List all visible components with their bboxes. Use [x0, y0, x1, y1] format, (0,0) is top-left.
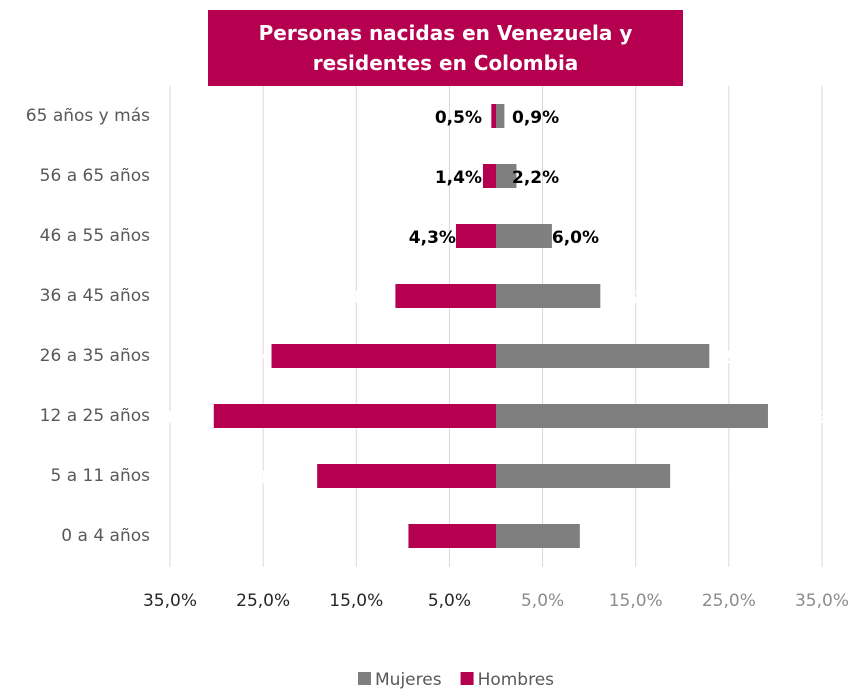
bar [496, 284, 601, 308]
x-tick-label: 35,0% [795, 591, 849, 611]
y-tick-label: 5 a 11 años [50, 466, 150, 486]
legend-label: Hombres [478, 670, 555, 690]
data-label: 0,5% [435, 108, 482, 128]
y-tick-label: 0 a 4 años [61, 526, 150, 546]
bar [455, 224, 496, 248]
data-label: 9,0% [580, 528, 627, 548]
data-label: 0,9% [512, 108, 559, 128]
bar [271, 344, 496, 368]
bar [395, 284, 496, 308]
data-label: 10,8% [336, 288, 395, 308]
x-tick-label: 25,0% [236, 591, 290, 611]
y-tick-label: 46 a 55 años [40, 226, 150, 246]
bar [496, 344, 710, 368]
bar [408, 524, 496, 548]
x-tick-label: 15,0% [329, 591, 383, 611]
bar [496, 224, 552, 248]
data-label: 18,7% [670, 468, 729, 488]
y-tick-label: 65 años y más [26, 106, 150, 126]
legend-label: Mujeres [375, 670, 442, 690]
bar [491, 104, 496, 128]
bar [496, 104, 505, 128]
y-tick-label: 26 a 35 años [40, 346, 150, 366]
data-label: 30,3% [155, 408, 214, 428]
bar [496, 404, 768, 428]
bar [496, 464, 671, 488]
data-label: 6,0% [552, 228, 599, 248]
bar [317, 464, 496, 488]
bar [496, 164, 517, 188]
x-tick-label: 35,0% [143, 591, 197, 611]
data-label: 22,9% [709, 348, 768, 368]
data-label: 2,2% [512, 168, 559, 188]
data-label: 19,2% [258, 468, 317, 488]
y-tick-label: 12 a 25 años [40, 406, 150, 426]
x-tick-label: 25,0% [702, 591, 756, 611]
data-label: 29,2% [768, 408, 827, 428]
data-label: 4,3% [409, 228, 456, 248]
bar [496, 524, 580, 548]
x-tick-label: 5,0% [428, 591, 471, 611]
x-tick-label: 15,0% [609, 591, 663, 611]
legend-swatch [358, 672, 371, 685]
data-label: 1,4% [435, 168, 482, 188]
data-label: 9,4% [361, 528, 408, 548]
data-label: 11,2% [600, 288, 659, 308]
data-label: 24,1% [213, 348, 272, 368]
chart-title: Personas nacidas en Venezuela y resident… [208, 10, 683, 86]
legend-swatch [460, 672, 474, 685]
y-tick-label: 56 a 65 años [40, 166, 150, 186]
y-tick-label: 36 a 45 años [40, 286, 150, 306]
x-tick-label: 5,0% [521, 591, 564, 611]
bar [213, 404, 496, 428]
bar [482, 164, 496, 188]
